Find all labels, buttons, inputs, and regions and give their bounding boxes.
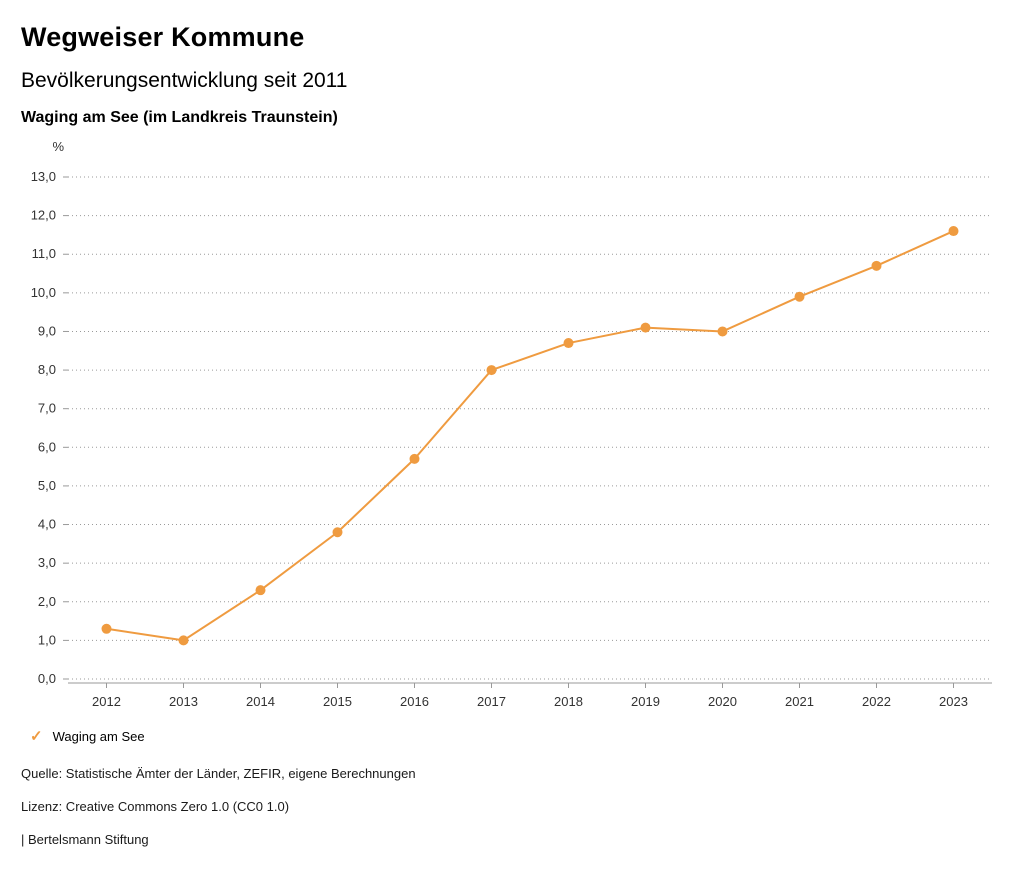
- region-title: Waging am See (im Landkreis Traunstein): [21, 109, 338, 126]
- data-point-2014[interactable]: [255, 585, 266, 596]
- chart-title: Bevölkerungsentwicklung seit 2011: [21, 69, 348, 92]
- data-point-2022[interactable]: [871, 260, 882, 271]
- data-point-2019[interactable]: [640, 322, 651, 333]
- x-tick-label: 2014: [246, 694, 275, 709]
- x-tick-label: 2012: [92, 694, 121, 709]
- y-tick-label: 9,0: [38, 323, 56, 338]
- population-line-chart: % 0,0 1,0 2,0 3,0 4,0 5,0 6,0 7,0 8,0 9,0 10,0 11,0 1…: [31, 139, 992, 709]
- attribution-text: | Bertelsmann Stiftung: [21, 832, 149, 847]
- data-point-2016[interactable]: [409, 453, 420, 464]
- data-point-2020[interactable]: [717, 326, 728, 337]
- legend-label: Waging am See: [52, 729, 145, 744]
- y-tick-label: 0,0: [38, 671, 56, 686]
- x-tick-label: 2020: [708, 694, 737, 709]
- license-text: Lizenz: Creative Commons Zero 1.0 (CC0 1…: [21, 799, 290, 814]
- data-point-2018[interactable]: [563, 338, 574, 349]
- x-tick-label: 2016: [400, 694, 429, 709]
- source-text: Quelle: Statistische Ämter der Länder, Z…: [21, 766, 416, 781]
- y-tick-label: 7,0: [38, 401, 56, 416]
- chart-header: Wegweiser Kommune Bevölkerungsentwicklun…: [0, 0, 1024, 127]
- y-axis-unit-label: %: [52, 139, 64, 154]
- data-point-2017[interactable]: [486, 365, 497, 376]
- data-point-2023[interactable]: [948, 226, 959, 237]
- x-tick-label: 2023: [939, 694, 968, 709]
- y-tick-label: 11,0: [32, 246, 56, 261]
- data-point-2013[interactable]: [178, 635, 189, 646]
- y-tick-label: 8,0: [38, 362, 56, 377]
- series-line: [106, 230, 954, 642]
- x-tick-label: 2022: [862, 694, 891, 709]
- x-tick-label: 2018: [554, 694, 583, 709]
- chart-footer: Quelle: Statistische Ämter der Länder, Z…: [0, 744, 1024, 847]
- data-point-2015[interactable]: [332, 527, 343, 538]
- y-tick-label: 1,0: [38, 632, 56, 647]
- x-tick-label: 2017: [477, 694, 506, 709]
- y-tick-label: 10,0: [31, 285, 56, 300]
- data-point-2021[interactable]: [794, 291, 805, 302]
- y-tick-label: 5,0: [38, 478, 56, 493]
- y-tick-label: 2,0: [38, 594, 56, 609]
- x-tick-label: 2013: [169, 694, 198, 709]
- data-point-2012[interactable]: [101, 623, 112, 634]
- x-tick-label: 2021: [785, 694, 814, 709]
- y-tick-label: 13,0: [31, 169, 56, 184]
- y-tick-label: 4,0: [38, 517, 56, 532]
- y-tick-label: 6,0: [38, 439, 56, 454]
- y-tick-label: 3,0: [38, 555, 56, 570]
- x-tick-label: 2015: [323, 694, 352, 709]
- legend-check-icon: ✓: [30, 728, 43, 745]
- x-tick-label: 2019: [631, 694, 660, 709]
- app-title: Wegweiser Kommune: [21, 22, 305, 52]
- legend-item-waging-am-see[interactable]: ✓ Waging am See: [30, 729, 1024, 744]
- y-tick-label: 12,0: [31, 208, 56, 223]
